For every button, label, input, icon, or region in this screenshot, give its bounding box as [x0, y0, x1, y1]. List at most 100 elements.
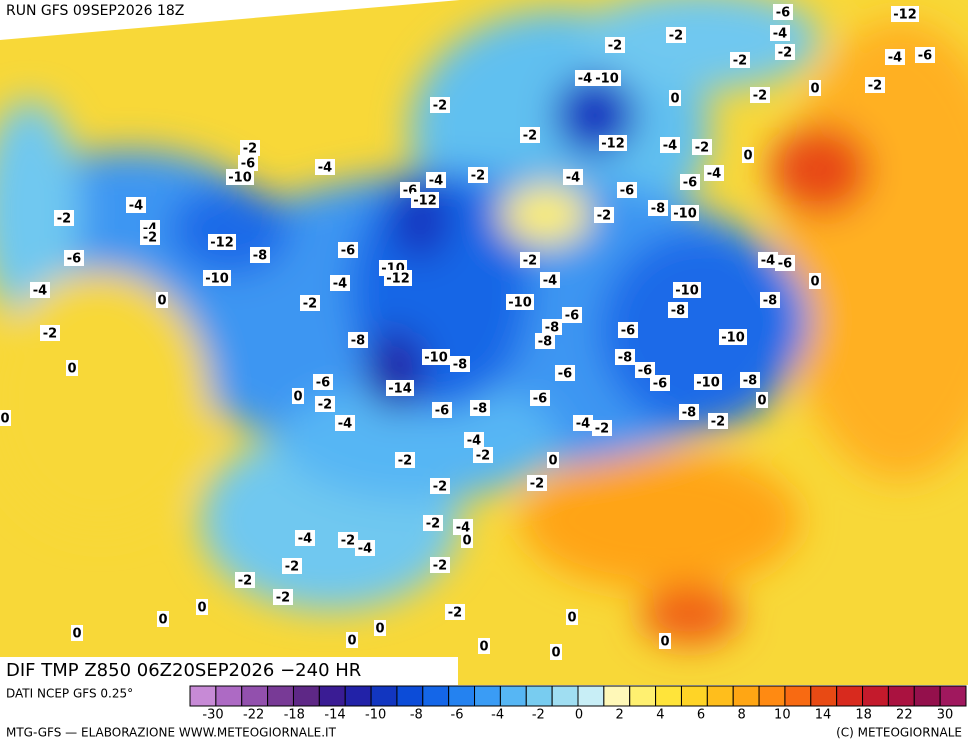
contour-label-box — [520, 252, 540, 268]
contour-label: -6 — [653, 377, 667, 392]
contour-label-box — [464, 432, 484, 448]
contour-label: -6 — [558, 367, 572, 382]
contour-label-box — [478, 638, 490, 654]
contour-label-box — [563, 169, 583, 185]
contour-label: -2 — [43, 327, 57, 342]
contour-label-box — [566, 609, 578, 625]
contour-label-box — [238, 155, 258, 171]
contour-label-box — [593, 70, 621, 86]
contour-label: -2 — [433, 99, 447, 114]
contour-label-box — [282, 558, 302, 574]
contour-label: -8 — [545, 321, 559, 336]
title-box — [0, 657, 458, 685]
contour-label: 0 — [548, 454, 557, 469]
contour-label: 0 — [757, 394, 766, 409]
contour-label-box — [430, 97, 450, 113]
contour-label: 0 — [0, 412, 9, 427]
colorbar-swatch — [655, 685, 682, 707]
contour-label-box — [669, 90, 681, 106]
contour-label: -12 — [210, 236, 234, 251]
contour-label: -8 — [538, 335, 552, 350]
contour-label-box — [809, 80, 821, 96]
contour-label: -6 — [565, 309, 579, 324]
contour-label-box — [520, 127, 540, 143]
contour-label: -6 — [67, 252, 81, 267]
contour-label: -4 — [578, 72, 592, 87]
colorbar: -30 -22 -18 -14 -10 -8 -6 -4 -2 0 2 4 6 8 10 14 18 22 30 — [189, 685, 967, 723]
contour-label: -4 — [429, 174, 443, 189]
contour-label-box — [240, 140, 260, 156]
colorbar-swatch — [396, 685, 424, 707]
contour-label-box — [547, 452, 559, 468]
contour-label-box — [66, 360, 78, 376]
colorbar-swatch — [215, 685, 243, 707]
contour-label: -2 — [608, 39, 622, 54]
colorbar-swatch — [862, 685, 889, 707]
colorbar-tick-label: 8 — [738, 708, 746, 723]
contour-label-box — [0, 410, 11, 426]
colorbar-swatch — [680, 685, 708, 707]
contour-label: -10 — [205, 272, 229, 287]
contour-label-box — [770, 25, 790, 41]
source-label: DATI NCEP GFS 0.25° — [6, 687, 133, 701]
colorbar-tick-label: 10 — [774, 708, 791, 723]
contour-label-box — [315, 396, 335, 412]
colorbar-swatch — [939, 685, 967, 707]
colorbar-tick-label: -14 — [324, 708, 345, 723]
contour-label: -2 — [669, 29, 683, 44]
contour-label-box — [250, 247, 270, 263]
contour-label-box — [64, 250, 84, 266]
contour-label-box — [527, 475, 547, 491]
contour-label: -8 — [453, 358, 467, 373]
contour-label-box — [330, 275, 350, 291]
contour-label-box — [530, 390, 550, 406]
contour-label: -14 — [388, 382, 412, 397]
contour-label: -2 — [285, 560, 299, 575]
contour-label-box — [395, 452, 415, 468]
contour-label-box — [605, 37, 625, 53]
contour-label-box — [719, 329, 747, 345]
contour-label-box — [550, 644, 562, 660]
colorbar-swatch — [422, 685, 450, 707]
contour-label: -10 — [673, 207, 697, 222]
colorbar-tick-label: 14 — [815, 708, 832, 723]
contour-label-box — [140, 229, 160, 245]
colorbar-tick-label: -4 — [491, 708, 504, 723]
colorbar-swatch — [344, 685, 372, 707]
contour-label: 0 — [72, 627, 81, 642]
contour-label: -6 — [620, 184, 634, 199]
contour-label: -12 — [386, 272, 410, 287]
colorbar-tick-label: -6 — [451, 708, 464, 723]
contour-label: -2 — [243, 142, 257, 157]
contour-label-box — [453, 519, 473, 535]
contour-label-box — [679, 404, 699, 420]
contour-label-box — [648, 200, 668, 216]
contour-label-box — [295, 530, 315, 546]
contour-label: -2 — [523, 254, 537, 269]
contour-label-box — [374, 620, 386, 636]
contour-label: -8 — [743, 374, 757, 389]
contour-label: -2 — [868, 79, 882, 94]
contour-label: 0 — [293, 390, 302, 405]
contour-label: -10 — [721, 331, 745, 346]
contour-label: -4 — [129, 199, 143, 214]
colorbar-swatch — [551, 685, 579, 707]
colorbar-swatch — [241, 685, 269, 707]
contour-label: -10 — [424, 351, 448, 366]
contour-label: 0 — [567, 611, 576, 626]
contour-label: -4 — [33, 284, 47, 299]
contour-label: -4 — [761, 254, 775, 269]
contour-label-box — [313, 374, 333, 390]
contour-label-box — [426, 172, 446, 188]
contour-label: -2 — [433, 559, 447, 574]
contour-label: -12 — [601, 137, 625, 152]
contour-label: 0 — [158, 613, 167, 628]
contour-label-box — [386, 380, 414, 396]
contour-label-box — [540, 272, 560, 288]
contour-label-box — [348, 332, 368, 348]
contour-label: -4 — [333, 277, 347, 292]
contour-label-box — [615, 349, 635, 365]
map-field — [0, 0, 968, 685]
contour-label: -8 — [763, 294, 777, 309]
contour-label: -6 — [918, 49, 932, 64]
